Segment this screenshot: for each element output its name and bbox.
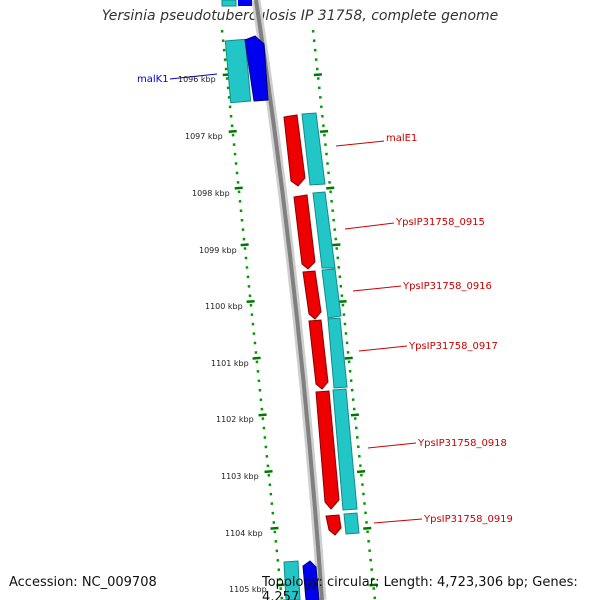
label-leaders (169, 73, 423, 524)
tick-mark-right (326, 186, 335, 190)
genome-backbone-core (254, 0, 324, 600)
cds-block (221, 0, 237, 7)
gene-arrow-0917 (308, 319, 329, 390)
gene-label-malK1[interactable]: malK1 (137, 74, 169, 85)
leader-malE1 (335, 140, 385, 147)
leader-0915 (344, 222, 395, 230)
tick-mark-left (264, 470, 273, 474)
accession-text: Accession: NC_009708 (9, 575, 157, 590)
tick-mark-right (356, 470, 366, 474)
tick-mark-left (240, 243, 249, 247)
left-dotted-guide (220, 29, 284, 600)
leader-0919 (373, 518, 423, 524)
gene-label-0919[interactable]: YpsIP31758_0919 (423, 514, 513, 525)
gene-arrow-0918 (315, 390, 340, 510)
tick-mark-right (363, 526, 372, 530)
cds-block (283, 560, 301, 600)
tick-label: 1103 kbp (221, 472, 259, 481)
tick-mark-right (319, 129, 329, 133)
cds-block (312, 191, 336, 269)
gene-label-0918[interactable]: YpsIP31758_0918 (417, 438, 507, 449)
tick-mark-left (228, 129, 237, 133)
tick-mark-right (369, 583, 378, 587)
dotted-guides (220, 29, 377, 600)
gene-arrow-malK1 (244, 35, 269, 102)
cds-block (343, 512, 360, 535)
tick-mark-right (350, 413, 359, 417)
cds-block (301, 112, 326, 186)
tick-layer (222, 73, 378, 587)
forward-genes-top (221, 0, 269, 104)
tick-mark-left (270, 526, 279, 530)
tick-labels: 1096 kbp 1097 kbp 1098 kbp 1099 kbp 1100… (178, 75, 267, 594)
genome-summary-text: Topology: circular; Length: 4,723,306 bp… (262, 575, 578, 600)
tick-mark-right (313, 73, 322, 77)
tick-label: 1105 kbp (229, 585, 267, 594)
tick-label: 1100 kbp (205, 302, 243, 311)
tick-label: 1096 kbp (178, 75, 216, 84)
cds-block (224, 38, 252, 104)
cds-block (332, 388, 358, 511)
gene-label-0915[interactable]: YpsIP31758_0915 (395, 217, 485, 228)
leader-0916 (352, 285, 402, 292)
tick-label: 1099 kbp (199, 246, 237, 255)
gene-labels: malK1 malE1 YpsIP31758_0915 YpsIP31758_0… (137, 74, 513, 525)
tick-mark-left (252, 356, 261, 360)
leader-0918 (367, 442, 417, 449)
gene-arrow-malE1 (283, 114, 306, 187)
tick-label: 1101 kbp (211, 359, 249, 368)
leader-malK1 (169, 73, 218, 80)
gene-arrow-partial (238, 0, 252, 6)
tick-mark-right (338, 299, 347, 304)
tick-label: 1098 kbp (192, 189, 230, 198)
tick-label: 1097 kbp (185, 132, 223, 141)
tick-label: 1102 kbp (216, 415, 254, 424)
tick-mark-left (234, 186, 243, 190)
gene-label-0916[interactable]: YpsIP31758_0916 (402, 281, 492, 292)
cds-block (321, 268, 342, 319)
gene-label-malE1[interactable]: malE1 (386, 133, 417, 144)
gene-arrow-0916 (302, 270, 322, 320)
forward-genes-bottom (283, 560, 320, 600)
genome-title: Yersinia pseudotuberculosis IP 31758, co… (101, 8, 499, 24)
gene-arrow-partial (302, 560, 320, 600)
gene-arrow-0915 (293, 194, 316, 270)
tick-mark-left (276, 583, 285, 587)
cds-block (327, 317, 348, 389)
right-dotted-guide (311, 29, 377, 600)
gene-arrow-0919 (325, 514, 342, 536)
gene-label-0917[interactable]: YpsIP31758_0917 (408, 341, 498, 352)
tick-mark-right (344, 356, 353, 360)
tick-mark-left (258, 413, 267, 417)
tick-mark-left (246, 299, 255, 304)
tick-label: 1104 kbp (225, 529, 263, 538)
leader-0917 (358, 345, 408, 352)
reverse-genes (283, 112, 360, 536)
tick-mark-right (332, 243, 341, 247)
